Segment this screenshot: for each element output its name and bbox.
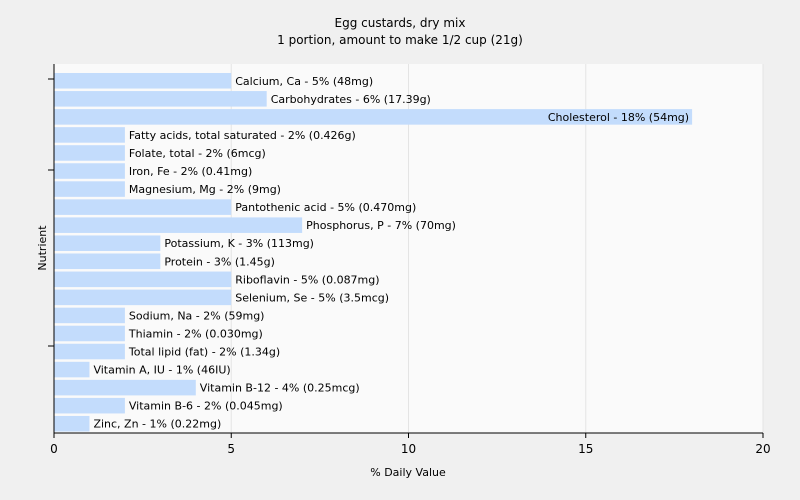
bar [54, 343, 125, 360]
bar-label: Total lipid (fat) - 2% (1.34g) [128, 346, 280, 359]
bar-label: Iron, Fe - 2% (0.41mg) [129, 165, 252, 178]
bar [54, 253, 161, 270]
bar-label: Thiamin - 2% (0.030mg) [128, 327, 263, 340]
bar-label: Sodium, Na - 2% (59mg) [129, 309, 265, 322]
bar-label: Pantothenic acid - 5% (0.470mg) [235, 201, 416, 214]
chart-subtitle: 1 portion, amount to make 1/2 cup (21g) [277, 33, 523, 47]
x-tick-label: 5 [227, 442, 235, 456]
bar [54, 289, 232, 306]
bar [54, 181, 125, 197]
bar-label: Calcium, Ca - 5% (48mg) [235, 75, 373, 88]
x-axis-title: % Daily Value [370, 466, 446, 479]
bar-label: Folate, total - 2% (6mcg) [129, 147, 266, 160]
plot-area: Calcium, Ca - 5% (48mg) Carbohydrates - 6… [48, 64, 771, 456]
bar-label: Fatty acids, total saturated - 2% (0.426… [129, 129, 356, 142]
bar [54, 415, 90, 432]
x-tick-label: 10 [401, 442, 416, 456]
bar [54, 379, 196, 396]
bar-label: Cholesterol - 18% (54mg) [548, 111, 689, 124]
bar-label: Vitamin B-6 - 2% (0.045mg) [129, 400, 283, 413]
bar-label: Phosphorus, P - 7% (70mg) [306, 219, 456, 232]
bar-label: Carbohydrates - 6% (17.39g) [271, 93, 431, 106]
bar [54, 109, 693, 125]
bar-label: Vitamin A, IU - 1% (46IU) [93, 364, 230, 377]
bar [54, 127, 125, 143]
bar [54, 73, 232, 89]
bar-label: Selenium, Se - 5% (3.5mcg) [235, 291, 389, 304]
x-tick-label: 20 [755, 442, 770, 456]
bar [54, 145, 125, 161]
plot-band [231, 64, 409, 433]
x-tick-label: 0 [50, 442, 58, 456]
bar-label: Vitamin B-12 - 4% (0.25mcg) [200, 382, 360, 395]
bar [54, 307, 125, 324]
bar-label: Potassium, K - 3% (113mg) [164, 237, 314, 250]
bar-label: Zinc, Zn - 1% (0.22mg) [93, 418, 221, 431]
bar [54, 361, 90, 378]
plot-band [585, 64, 763, 433]
bar-label: Riboflavin - 5% (0.087mg) [235, 273, 379, 286]
bar-label: Protein - 3% (1.45g) [164, 255, 275, 268]
bar [54, 271, 232, 288]
plot-band [408, 64, 586, 433]
bar [54, 91, 267, 107]
x-tick-label: 15 [578, 442, 593, 456]
bar [54, 235, 161, 251]
bar [54, 199, 232, 215]
y-axis-title: Nutrient [36, 225, 49, 271]
bar [54, 217, 303, 233]
bar [54, 397, 125, 414]
chart-title: Egg custards, dry mix [335, 16, 466, 30]
bar [54, 163, 125, 179]
bar-label: Magnesium, Mg - 2% (9mg) [129, 183, 281, 196]
bar [54, 325, 125, 342]
